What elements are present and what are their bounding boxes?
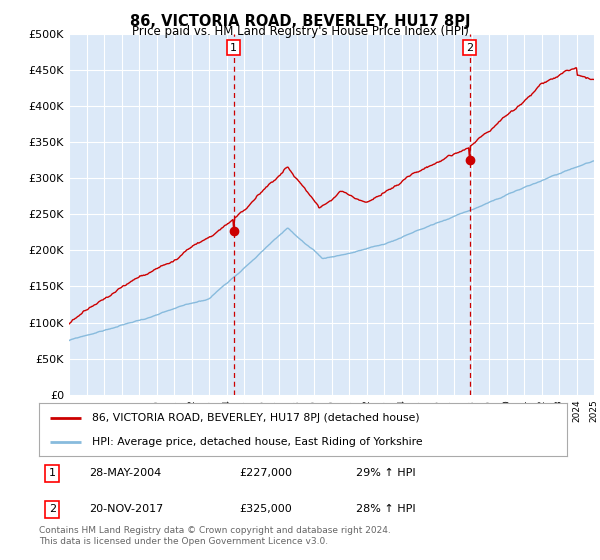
Text: Price paid vs. HM Land Registry's House Price Index (HPI): Price paid vs. HM Land Registry's House …: [131, 25, 469, 38]
Text: 28% ↑ HPI: 28% ↑ HPI: [356, 505, 415, 515]
Text: £325,000: £325,000: [239, 505, 292, 515]
Text: 1: 1: [230, 43, 237, 53]
Text: 86, VICTORIA ROAD, BEVERLEY, HU17 8PJ (detached house): 86, VICTORIA ROAD, BEVERLEY, HU17 8PJ (d…: [92, 413, 419, 423]
Text: 20-NOV-2017: 20-NOV-2017: [89, 505, 163, 515]
Text: 86, VICTORIA ROAD, BEVERLEY, HU17 8PJ: 86, VICTORIA ROAD, BEVERLEY, HU17 8PJ: [130, 14, 470, 29]
Text: 2: 2: [466, 43, 473, 53]
Text: HPI: Average price, detached house, East Riding of Yorkshire: HPI: Average price, detached house, East…: [92, 437, 422, 447]
Text: 29% ↑ HPI: 29% ↑ HPI: [356, 468, 415, 478]
Text: 2: 2: [49, 505, 56, 515]
Text: Contains HM Land Registry data © Crown copyright and database right 2024.
This d: Contains HM Land Registry data © Crown c…: [39, 526, 391, 546]
Text: 28-MAY-2004: 28-MAY-2004: [89, 468, 161, 478]
Text: 1: 1: [49, 468, 56, 478]
Text: £227,000: £227,000: [239, 468, 293, 478]
